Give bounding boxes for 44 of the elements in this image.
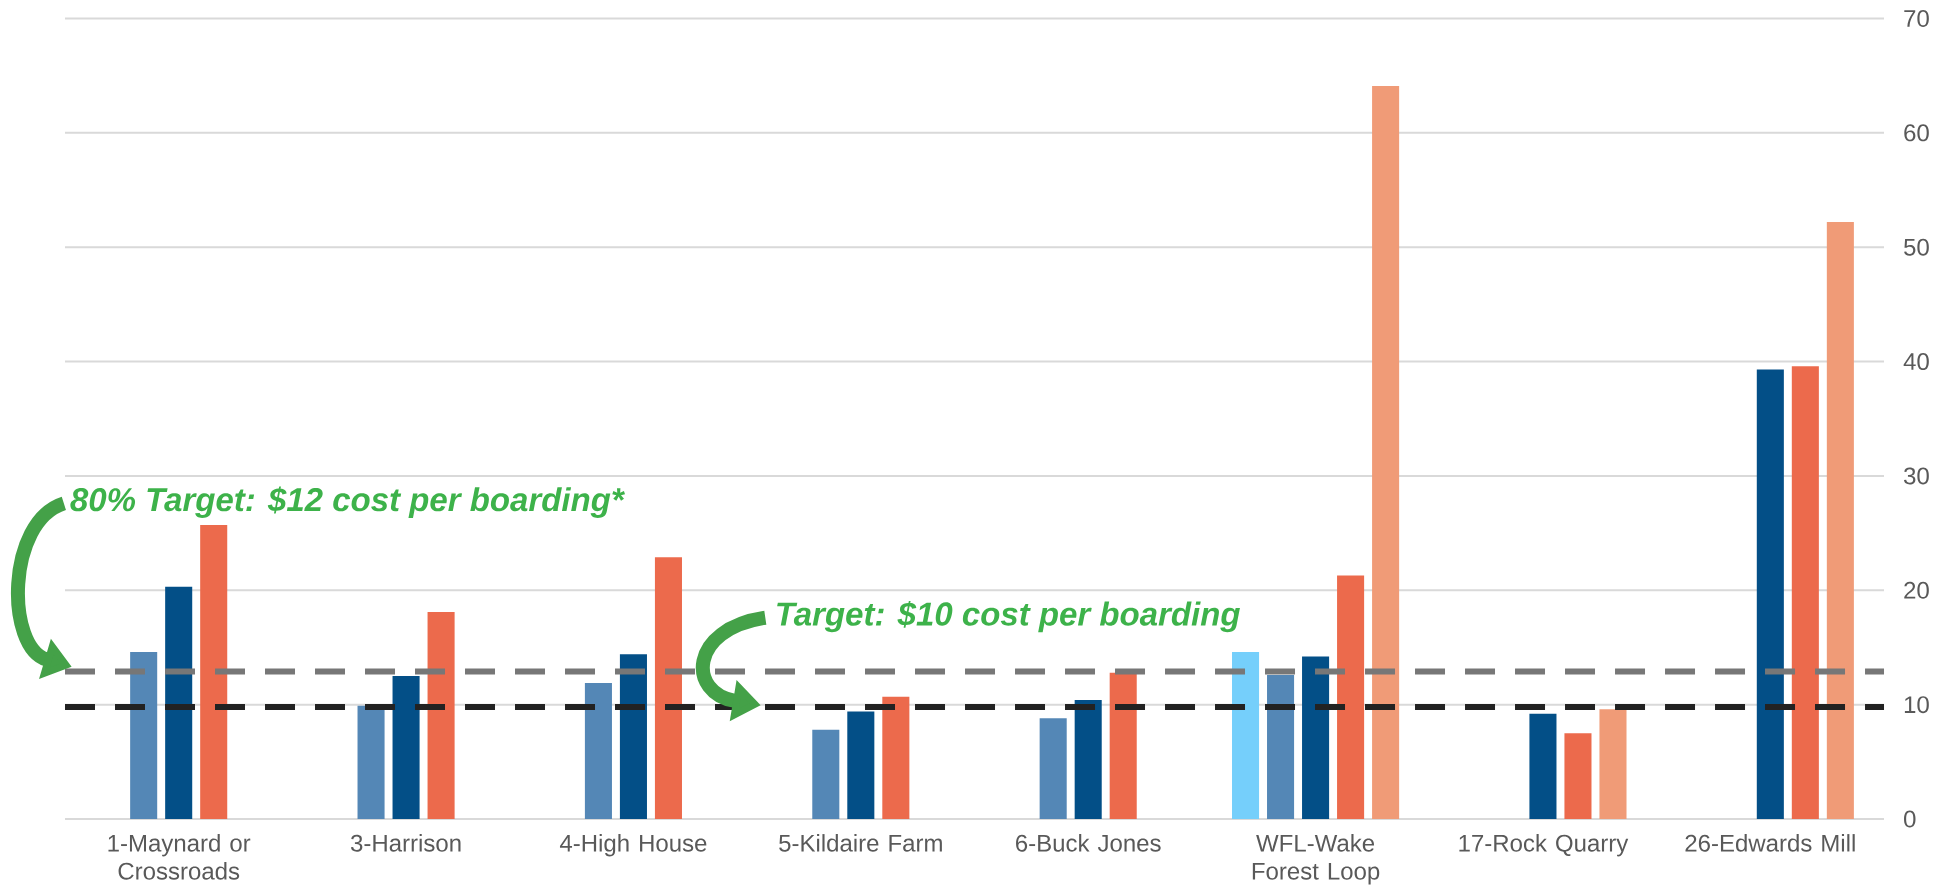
bar <box>1302 656 1330 819</box>
x-tick-label: 1-Maynard or Crossroads <box>108 834 251 880</box>
bar <box>1372 85 1400 819</box>
bar <box>165 586 193 819</box>
x-tick-label: 6-Buck Jones <box>1016 834 1161 852</box>
y-tick-label: 40 <box>1903 353 1929 371</box>
bar <box>392 676 420 819</box>
x-tick-label: 3-Harrison <box>350 834 461 852</box>
y-tick-label: 0 <box>1904 810 1916 828</box>
bar <box>200 525 228 819</box>
y-tick-label: 20 <box>1904 581 1929 599</box>
bar <box>130 652 158 819</box>
y-tick-label: 30 <box>1903 467 1929 485</box>
bar <box>1074 700 1102 819</box>
x-tick-label: WFL-Wake Forest Loop <box>1252 834 1380 885</box>
bar <box>1529 713 1557 819</box>
bar <box>1232 652 1260 819</box>
y-tick-label: 60 <box>1904 124 1929 142</box>
bar <box>1337 575 1365 819</box>
bar <box>812 729 840 819</box>
bar <box>357 705 385 819</box>
bar <box>1791 366 1819 819</box>
x-tick-label: 26-Edwards Mill <box>1685 834 1855 852</box>
bar <box>1039 718 1067 819</box>
y-tick-label: 10 <box>1904 696 1929 714</box>
annotation: 80% Target: $12 cost per boarding* <box>70 486 625 518</box>
x-tick-label: 5-Kildaire Farm <box>779 834 942 852</box>
bar <box>584 682 612 819</box>
bar <box>1756 369 1784 819</box>
bar <box>654 557 682 819</box>
y-tick-label: 70 <box>1904 10 1929 27</box>
bar <box>619 654 647 819</box>
x-tick-label: 4-High House <box>559 834 707 857</box>
bar <box>847 711 875 819</box>
bar <box>427 612 455 819</box>
bar <box>1599 709 1627 819</box>
y-tick-label: 50 <box>1904 238 1929 256</box>
x-tick-label: 17-Rock Quarry <box>1459 834 1629 857</box>
bar <box>1109 672 1137 819</box>
bar <box>1826 222 1854 819</box>
bar <box>882 696 910 819</box>
bar <box>1267 674 1295 819</box>
annotation: Target: $10 cost per boarding <box>777 600 1240 633</box>
bar <box>1564 733 1592 819</box>
